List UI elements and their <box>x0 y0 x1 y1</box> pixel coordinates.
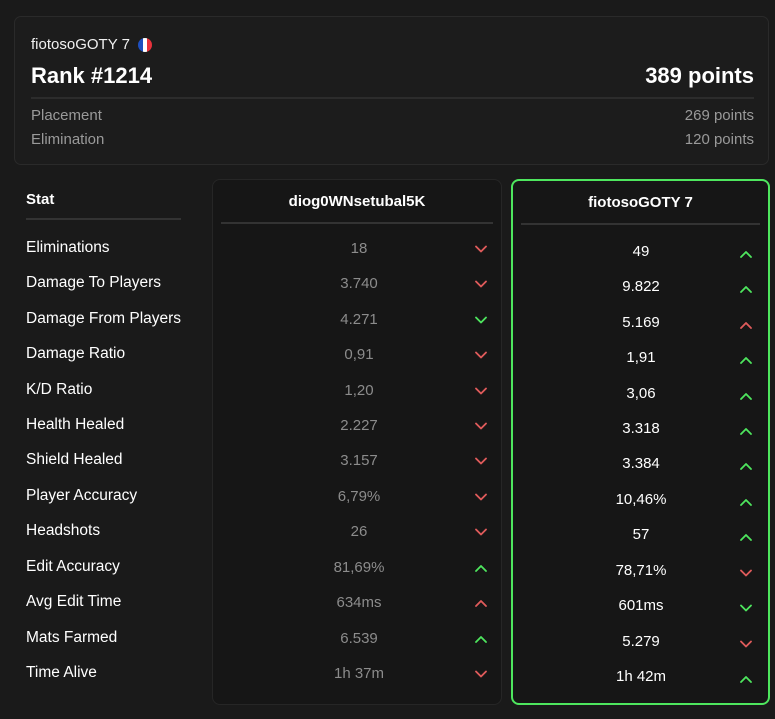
opponent-value-health-healed: 2.227 <box>340 417 378 434</box>
chevron-up-icon <box>740 321 752 329</box>
self-value-headshots: 57 <box>632 526 650 543</box>
chevron-down-icon <box>475 316 487 324</box>
self-value-avg-edit-time: 601ms <box>618 597 664 614</box>
self-value-mats-farmed: 5.279 <box>622 633 660 650</box>
player-summary-card: fiotosoGOTY 7 Rank #1214 389 points Plac… <box>14 16 769 165</box>
chevron-down-icon <box>475 245 487 253</box>
chevron-up-icon <box>740 392 752 400</box>
self-value-eliminations: 49 <box>632 243 650 260</box>
chevron-down-icon <box>475 280 487 288</box>
chevron-down-icon <box>740 569 752 577</box>
opponent-value-shield-healed: 3.157 <box>340 452 378 469</box>
chevron-down-icon <box>475 387 487 395</box>
elimination-label: Elimination <box>31 131 105 148</box>
placement-label: Placement <box>31 107 102 124</box>
opponent-value-edit-accuracy: 81,69% <box>333 559 385 576</box>
player-name: fiotosoGOTY 7 <box>31 36 130 53</box>
elimination-value: 120 points <box>684 131 754 148</box>
chevron-down-icon <box>475 528 487 536</box>
stat-labels-column: Stat Eliminations Damage To Players Damage… <box>26 180 181 681</box>
stat-label-eliminations: Eliminations <box>26 239 110 256</box>
chevron-up-icon <box>740 427 752 435</box>
chevron-up-icon <box>475 599 487 607</box>
chevron-down-icon <box>740 604 752 612</box>
stat-label-damage-ratio: Damage Ratio <box>26 345 126 362</box>
elimination-row: Elimination 120 points <box>31 131 754 148</box>
opponent-value-damage-from-players: 4.271 <box>340 311 378 328</box>
self-value-player-accuracy: 10,46% <box>615 491 667 508</box>
self-name: fiotosoGOTY 7 <box>521 181 760 225</box>
stat-label-edit-accuracy: Edit Accuracy <box>26 558 120 575</box>
self-value-k-d-ratio: 3,06 <box>626 385 656 402</box>
chevron-up-icon <box>740 675 752 683</box>
player-name-line: fiotosoGOTY 7 <box>31 36 152 53</box>
opponent-value-mats-farmed: 6.539 <box>340 630 378 647</box>
placement-row: Placement 269 points <box>31 107 754 124</box>
opponent-value-player-accuracy: 6,79% <box>337 488 381 505</box>
opponent-value-eliminations: 18 <box>350 240 368 257</box>
rank-label: Rank #1214 <box>31 63 153 88</box>
opponent-value-headshots: 26 <box>350 523 368 540</box>
divider <box>31 97 754 99</box>
stat-label-damage-from-players: Damage From Players <box>26 310 182 327</box>
total-points: 389 points <box>645 63 754 88</box>
chevron-down-icon <box>475 457 487 465</box>
stat-label-damage-to-players: Damage To Players <box>26 274 161 291</box>
chevron-down-icon <box>475 351 487 359</box>
stat-label-player-accuracy: Player Accuracy <box>26 487 138 504</box>
stat-label-avg-edit-time: Avg Edit Time <box>26 593 122 610</box>
chevron-up-icon <box>740 498 752 506</box>
chevron-down-icon <box>740 640 752 648</box>
chevron-up-icon <box>740 356 752 364</box>
self-value-damage-from-players: 5.169 <box>622 314 660 331</box>
chevron-up-icon <box>740 250 752 258</box>
france-flag-icon <box>137 37 152 52</box>
stat-label-health-healed: Health Healed <box>26 416 125 433</box>
stat-label-time-alive: Time Alive <box>26 664 97 681</box>
chevron-down-icon <box>475 670 487 678</box>
self-value-time-alive: 1h 42m <box>615 668 667 685</box>
placement-value: 269 points <box>684 107 754 124</box>
stat-label-k-d-ratio: K/D Ratio <box>26 381 93 398</box>
opponent-value-time-alive: 1h 37m <box>333 665 385 682</box>
self-column: fiotosoGOTY 7 49 9.822 5.169 1,91 3,06 3.318 3… <box>511 179 770 705</box>
chevron-up-icon <box>475 564 487 572</box>
self-value-edit-accuracy: 78,71% <box>615 562 667 579</box>
stat-label-headshots: Headshots <box>26 522 101 539</box>
self-value-damage-to-players: 9.822 <box>622 278 660 295</box>
opponent-value-damage-to-players: 3.740 <box>340 275 378 292</box>
opponent-column: diog0WNsetubal5K 18 3.740 4.271 0,91 1,20 2.2… <box>212 179 502 705</box>
opponent-value-damage-ratio: 0,91 <box>344 346 374 363</box>
stat-column-header: Stat <box>26 180 181 220</box>
stat-label-shield-healed: Shield Healed <box>26 451 123 468</box>
chevron-down-icon <box>475 422 487 430</box>
self-value-shield-healed: 3.384 <box>622 455 660 472</box>
opponent-value-k-d-ratio: 1,20 <box>344 382 374 399</box>
chevron-up-icon <box>740 285 752 293</box>
chevron-up-icon <box>475 635 487 643</box>
chevron-up-icon <box>740 462 752 470</box>
self-value-damage-ratio: 1,91 <box>626 349 656 366</box>
opponent-name: diog0WNsetubal5K <box>221 180 493 224</box>
self-value-health-healed: 3.318 <box>622 420 660 437</box>
opponent-value-avg-edit-time: 634ms <box>336 594 382 611</box>
chevron-down-icon <box>475 493 487 501</box>
chevron-up-icon <box>740 533 752 541</box>
stat-label-mats-farmed: Mats Farmed <box>26 629 118 646</box>
